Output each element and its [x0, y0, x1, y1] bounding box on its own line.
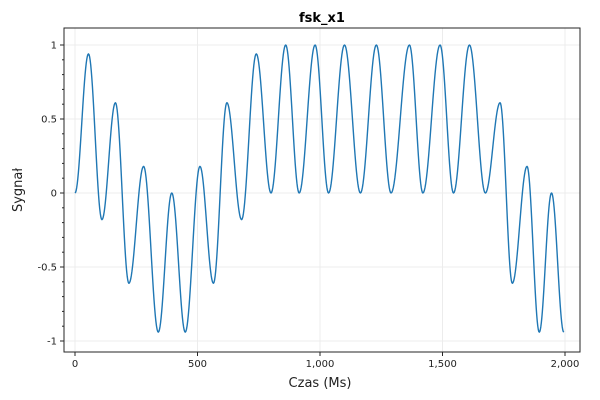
chart-title: fsk_x1 — [299, 11, 345, 26]
plot-frame — [63, 27, 581, 353]
x-ticks: 0 500 1,000 1,500 2,000 — [72, 352, 580, 370]
grid — [64, 28, 580, 352]
x-tick-label: 1,000 — [306, 359, 335, 370]
y-tick-label: -0.5 — [37, 263, 57, 274]
y-tick-label: -1 — [47, 337, 57, 348]
x-tick-label: 2,000 — [551, 359, 580, 370]
plot-area: 0 500 1,000 1,500 2,000 1 0.5 0 -0.5 -1 — [37, 27, 581, 370]
x-axis-label: Czas (Ms) — [289, 376, 352, 391]
y-tick-label: 0 — [51, 189, 57, 200]
x-tick-label: 1,500 — [428, 359, 457, 370]
y-axis-label: Sygnał — [11, 168, 26, 212]
y-ticks: 1 0.5 0 -0.5 -1 — [37, 41, 64, 348]
y-tick-label: 1 — [51, 41, 57, 52]
x-tick-label: 0 — [72, 359, 78, 370]
x-tick-label: 500 — [188, 359, 207, 370]
series-line — [74, 44, 565, 333]
y-tick-label: 0.5 — [41, 115, 57, 126]
